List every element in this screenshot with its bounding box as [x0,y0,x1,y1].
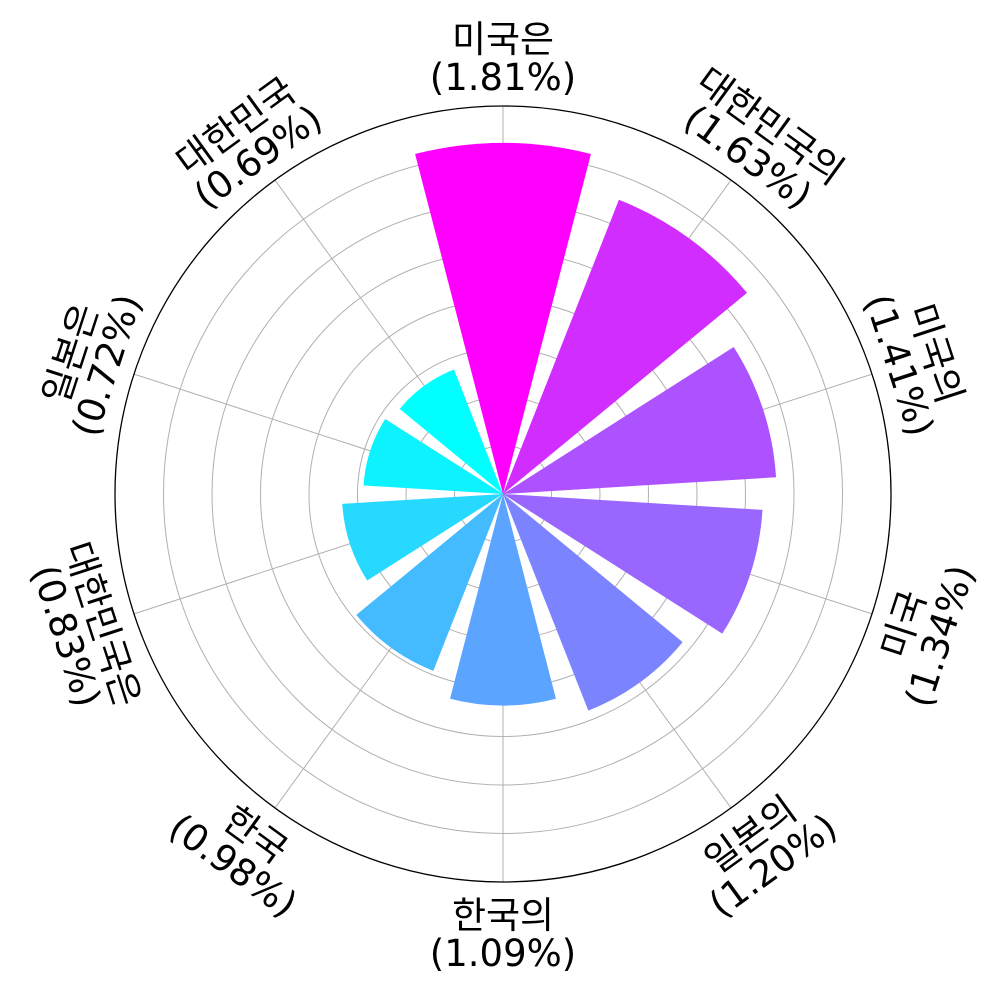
category-label: 일본의(1.20%) [679,775,845,927]
bar-7 [356,494,503,671]
polar-frame [114,105,892,883]
category-label: 미국은 (1.81%) [430,18,576,99]
bars [342,142,777,711]
category-label: 한국(0.98%) [161,775,327,927]
category-value: (1.81%) [430,56,576,99]
category-label: 대한민국은(0.83%) [19,537,149,724]
bar-4 [503,494,763,634]
bar-3 [503,347,777,494]
bar-1 [415,142,591,495]
bar-5 [503,494,683,711]
bar-8 [342,494,503,581]
bar-9 [363,418,503,494]
category-label: 미국의(1.41%) [856,277,978,441]
category-name: 미국은 [452,18,554,61]
category-name: 한국의 [452,894,554,937]
category-label: 대한민국의(1.63%) [666,59,851,225]
bar-10 [399,369,503,494]
category-label: 미국(1.34%) [861,548,983,712]
category-label: 일본은(0.72%) [28,277,150,441]
category-label: 대한민국(0.69%) [164,66,330,218]
category-value: (1.09%) [430,932,576,975]
category-label: 한국의 (1.09%) [430,894,576,975]
bar-2 [503,199,747,494]
bar-6 [450,494,556,706]
